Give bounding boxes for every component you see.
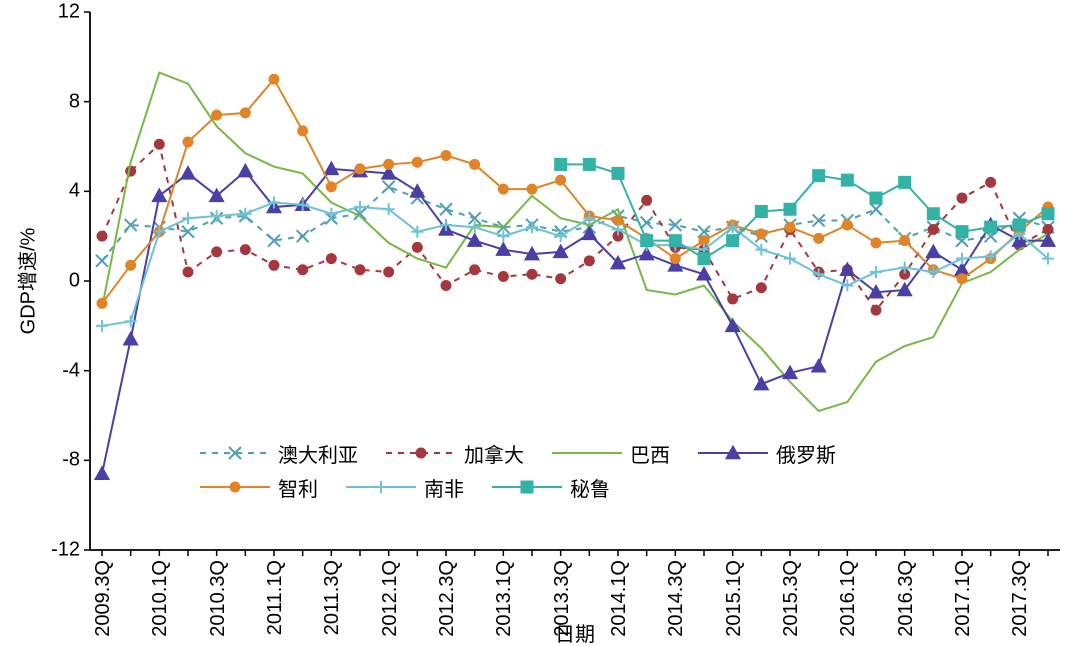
y-tick-label: 12 xyxy=(58,1,80,24)
legend-label: 智利 xyxy=(278,473,318,502)
legend-swatch xyxy=(698,441,768,465)
x-tick-label: 2015.3Q xyxy=(780,560,803,637)
gdp-line-chart: -12 -8 -4 0 4 8 12 2009.3Q 2010.1Q 2010.3Q 2011.1… xyxy=(0,0,1080,646)
y-tick-label: 8 xyxy=(69,90,80,113)
legend-item: 俄罗斯 xyxy=(698,436,836,470)
x-tick-label: 2010.1Q xyxy=(149,560,172,637)
x-tick-label: 2015.1Q xyxy=(723,560,746,637)
legend-swatch xyxy=(552,441,622,465)
legend-item: 加拿大 xyxy=(386,436,524,470)
y-tick-label: -12 xyxy=(51,539,80,562)
legend-swatch xyxy=(200,475,270,499)
legend-item: 南非 xyxy=(346,470,464,504)
x-tick-label: 2010.3Q xyxy=(207,560,230,637)
legend-swatch xyxy=(386,441,456,465)
legend-label: 俄罗斯 xyxy=(776,439,836,468)
x-tick-label: 2017.3Q xyxy=(1009,560,1032,637)
legend-swatch xyxy=(346,475,416,499)
series-秘鲁 xyxy=(555,158,1054,264)
y-tick-label: -4 xyxy=(62,359,80,382)
legend-label: 秘鲁 xyxy=(570,473,610,502)
x-tick-label: 2009.3Q xyxy=(92,560,115,637)
x-tick-label: 2017.1Q xyxy=(952,560,975,637)
x-tick-label: 2012.3Q xyxy=(436,560,459,637)
y-tick-label: 0 xyxy=(69,270,80,293)
x-tick-label: 2014.1Q xyxy=(608,560,631,637)
legend-item: 智利 xyxy=(200,470,318,504)
y-tick-label: -8 xyxy=(62,449,80,472)
x-tick-label: 2013.1Q xyxy=(493,560,516,637)
x-axis-title: 日期 xyxy=(555,618,595,646)
legend-item: 澳大利亚 xyxy=(200,436,358,470)
legend-swatch xyxy=(492,475,562,499)
legend-label: 加拿大 xyxy=(464,439,524,468)
series-俄罗斯 xyxy=(95,162,1055,480)
legend-label: 南非 xyxy=(424,473,464,502)
plot-area xyxy=(0,0,1080,646)
legend-item: 巴西 xyxy=(552,436,670,470)
series-澳大利亚 xyxy=(96,181,1054,267)
legend-swatch xyxy=(200,441,270,465)
x-tick-label: 2016.3Q xyxy=(895,560,918,637)
x-tick-label: 2014.3Q xyxy=(665,560,688,637)
y-axis-title: GDP增速/% xyxy=(12,228,41,335)
legend-item: 秘鲁 xyxy=(492,470,610,504)
legend: 澳大利亚 加拿大 巴西 俄罗斯智利 南非 秘鲁 xyxy=(200,436,940,504)
x-tick-label: 2011.1Q xyxy=(264,560,287,635)
legend-label: 巴西 xyxy=(630,439,670,468)
y-tick-label: 4 xyxy=(69,180,80,203)
x-tick-label: 2011.3Q xyxy=(321,560,344,635)
x-tick-label: 2012.1Q xyxy=(379,560,402,637)
legend-label: 澳大利亚 xyxy=(278,439,358,468)
x-tick-label: 2016.1Q xyxy=(837,560,860,637)
